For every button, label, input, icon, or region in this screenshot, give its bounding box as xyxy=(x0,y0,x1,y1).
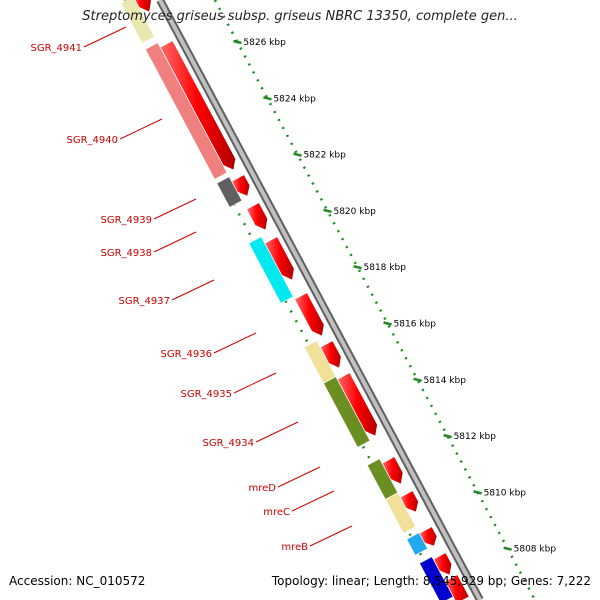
reverse-genes xyxy=(120,0,429,556)
ruler-tick xyxy=(233,39,242,45)
ruler-tick-label: 5810 kbp xyxy=(484,488,527,498)
ruler-tick xyxy=(413,377,422,383)
backbone xyxy=(156,0,484,600)
topology-text: Topology: linear; Length: 8,545,929 bp; … xyxy=(271,574,591,588)
ruler-tick-label: 5814 kbp xyxy=(424,376,467,386)
gene-label-sgr_4941[interactable]: SGR_4941 xyxy=(31,43,83,54)
ruler-tick xyxy=(473,490,482,495)
gene-leader-line xyxy=(83,26,127,48)
reverse-gene-sgr_4939[interactable] xyxy=(216,176,243,208)
forward-gene-arrow[interactable] xyxy=(246,202,268,231)
ruler-tick-label: 5822 kbp xyxy=(303,151,346,161)
gene-leader-line xyxy=(213,332,257,354)
genome-title: Streptomyces griseus subsp. griseus NBRC… xyxy=(82,9,518,24)
reverse-gene-mrec[interactable] xyxy=(384,492,417,534)
reverse-gene-sgr_4940[interactable] xyxy=(144,42,228,180)
gene-leader-line xyxy=(291,490,335,512)
ruler-tick-label: 5820 kbp xyxy=(333,207,376,217)
ruler-tick xyxy=(443,433,452,439)
ruler-tick xyxy=(383,321,392,326)
ruler-tick-label: 5816 kbp xyxy=(394,320,437,330)
gene-label-sgr_4935[interactable]: SGR_4935 xyxy=(181,389,233,400)
gene-leader-line xyxy=(119,118,163,140)
gene-label-sgr_4934[interactable]: SGR_4934 xyxy=(203,438,255,449)
ruler: 5826 kbp 5824 kbp 5822 kbp 5820 kbp 5818 kbp… xyxy=(123,0,557,600)
gene-label-sgr_4938[interactable]: SGR_4938 xyxy=(101,248,153,259)
ruler-tick-label: 5808 kbp xyxy=(514,545,557,555)
gene-leader-line xyxy=(277,466,321,488)
ruler-tick-label: 5818 kbp xyxy=(364,263,407,273)
gene-label-mrec[interactable]: mreC xyxy=(263,507,290,518)
ruler-tick xyxy=(323,208,332,214)
gene-leader-line xyxy=(171,279,215,301)
ruler-tick xyxy=(353,264,362,270)
gene-label-sgr_4936[interactable]: SGR_4936 xyxy=(161,349,213,360)
gene-label-sgr_4937[interactable]: SGR_4937 xyxy=(119,296,171,307)
ruler-tick xyxy=(263,96,272,101)
gene-leader-line xyxy=(153,231,197,253)
gene-label-mreb[interactable]: mreB xyxy=(281,542,308,553)
gene-leader-line xyxy=(309,525,353,547)
gene-label-sgr_4939[interactable]: SGR_4939 xyxy=(101,215,153,226)
gene-labels: SGR_4941 SGR_4940 SGR_4939 SGR_4938 SGR_4937… xyxy=(31,26,353,553)
forward-gene-arrow[interactable] xyxy=(294,292,325,337)
gene-label-sgr_4940[interactable]: SGR_4940 xyxy=(67,135,119,146)
gene-label-mred[interactable]: mreD xyxy=(249,483,277,494)
gene-leader-line xyxy=(255,421,299,443)
reverse-gene-sgr_4941[interactable] xyxy=(120,0,155,44)
gene-leader-line xyxy=(153,198,197,220)
ruler-tick xyxy=(503,546,512,551)
reverse-gene-sgr_4937[interactable] xyxy=(248,236,294,304)
ruler-tick-label: 5812 kbp xyxy=(454,432,497,442)
reverse-gene-sgr_4934[interactable] xyxy=(323,376,371,448)
reverse-gene-mreb[interactable] xyxy=(406,532,429,556)
forward-gene-arrow[interactable] xyxy=(159,40,236,171)
ruler-tick-label: 5824 kbp xyxy=(273,94,316,104)
bottom-genes xyxy=(419,556,470,600)
gene-leader-line xyxy=(233,372,277,394)
backbone-highlight xyxy=(158,0,482,600)
ruler-tick-label: 5826 kbp xyxy=(243,38,286,48)
bottom-gene-red[interactable] xyxy=(444,574,470,600)
ruler-tick xyxy=(293,152,302,157)
accession-text: Accession: NC_010572 xyxy=(9,574,146,588)
